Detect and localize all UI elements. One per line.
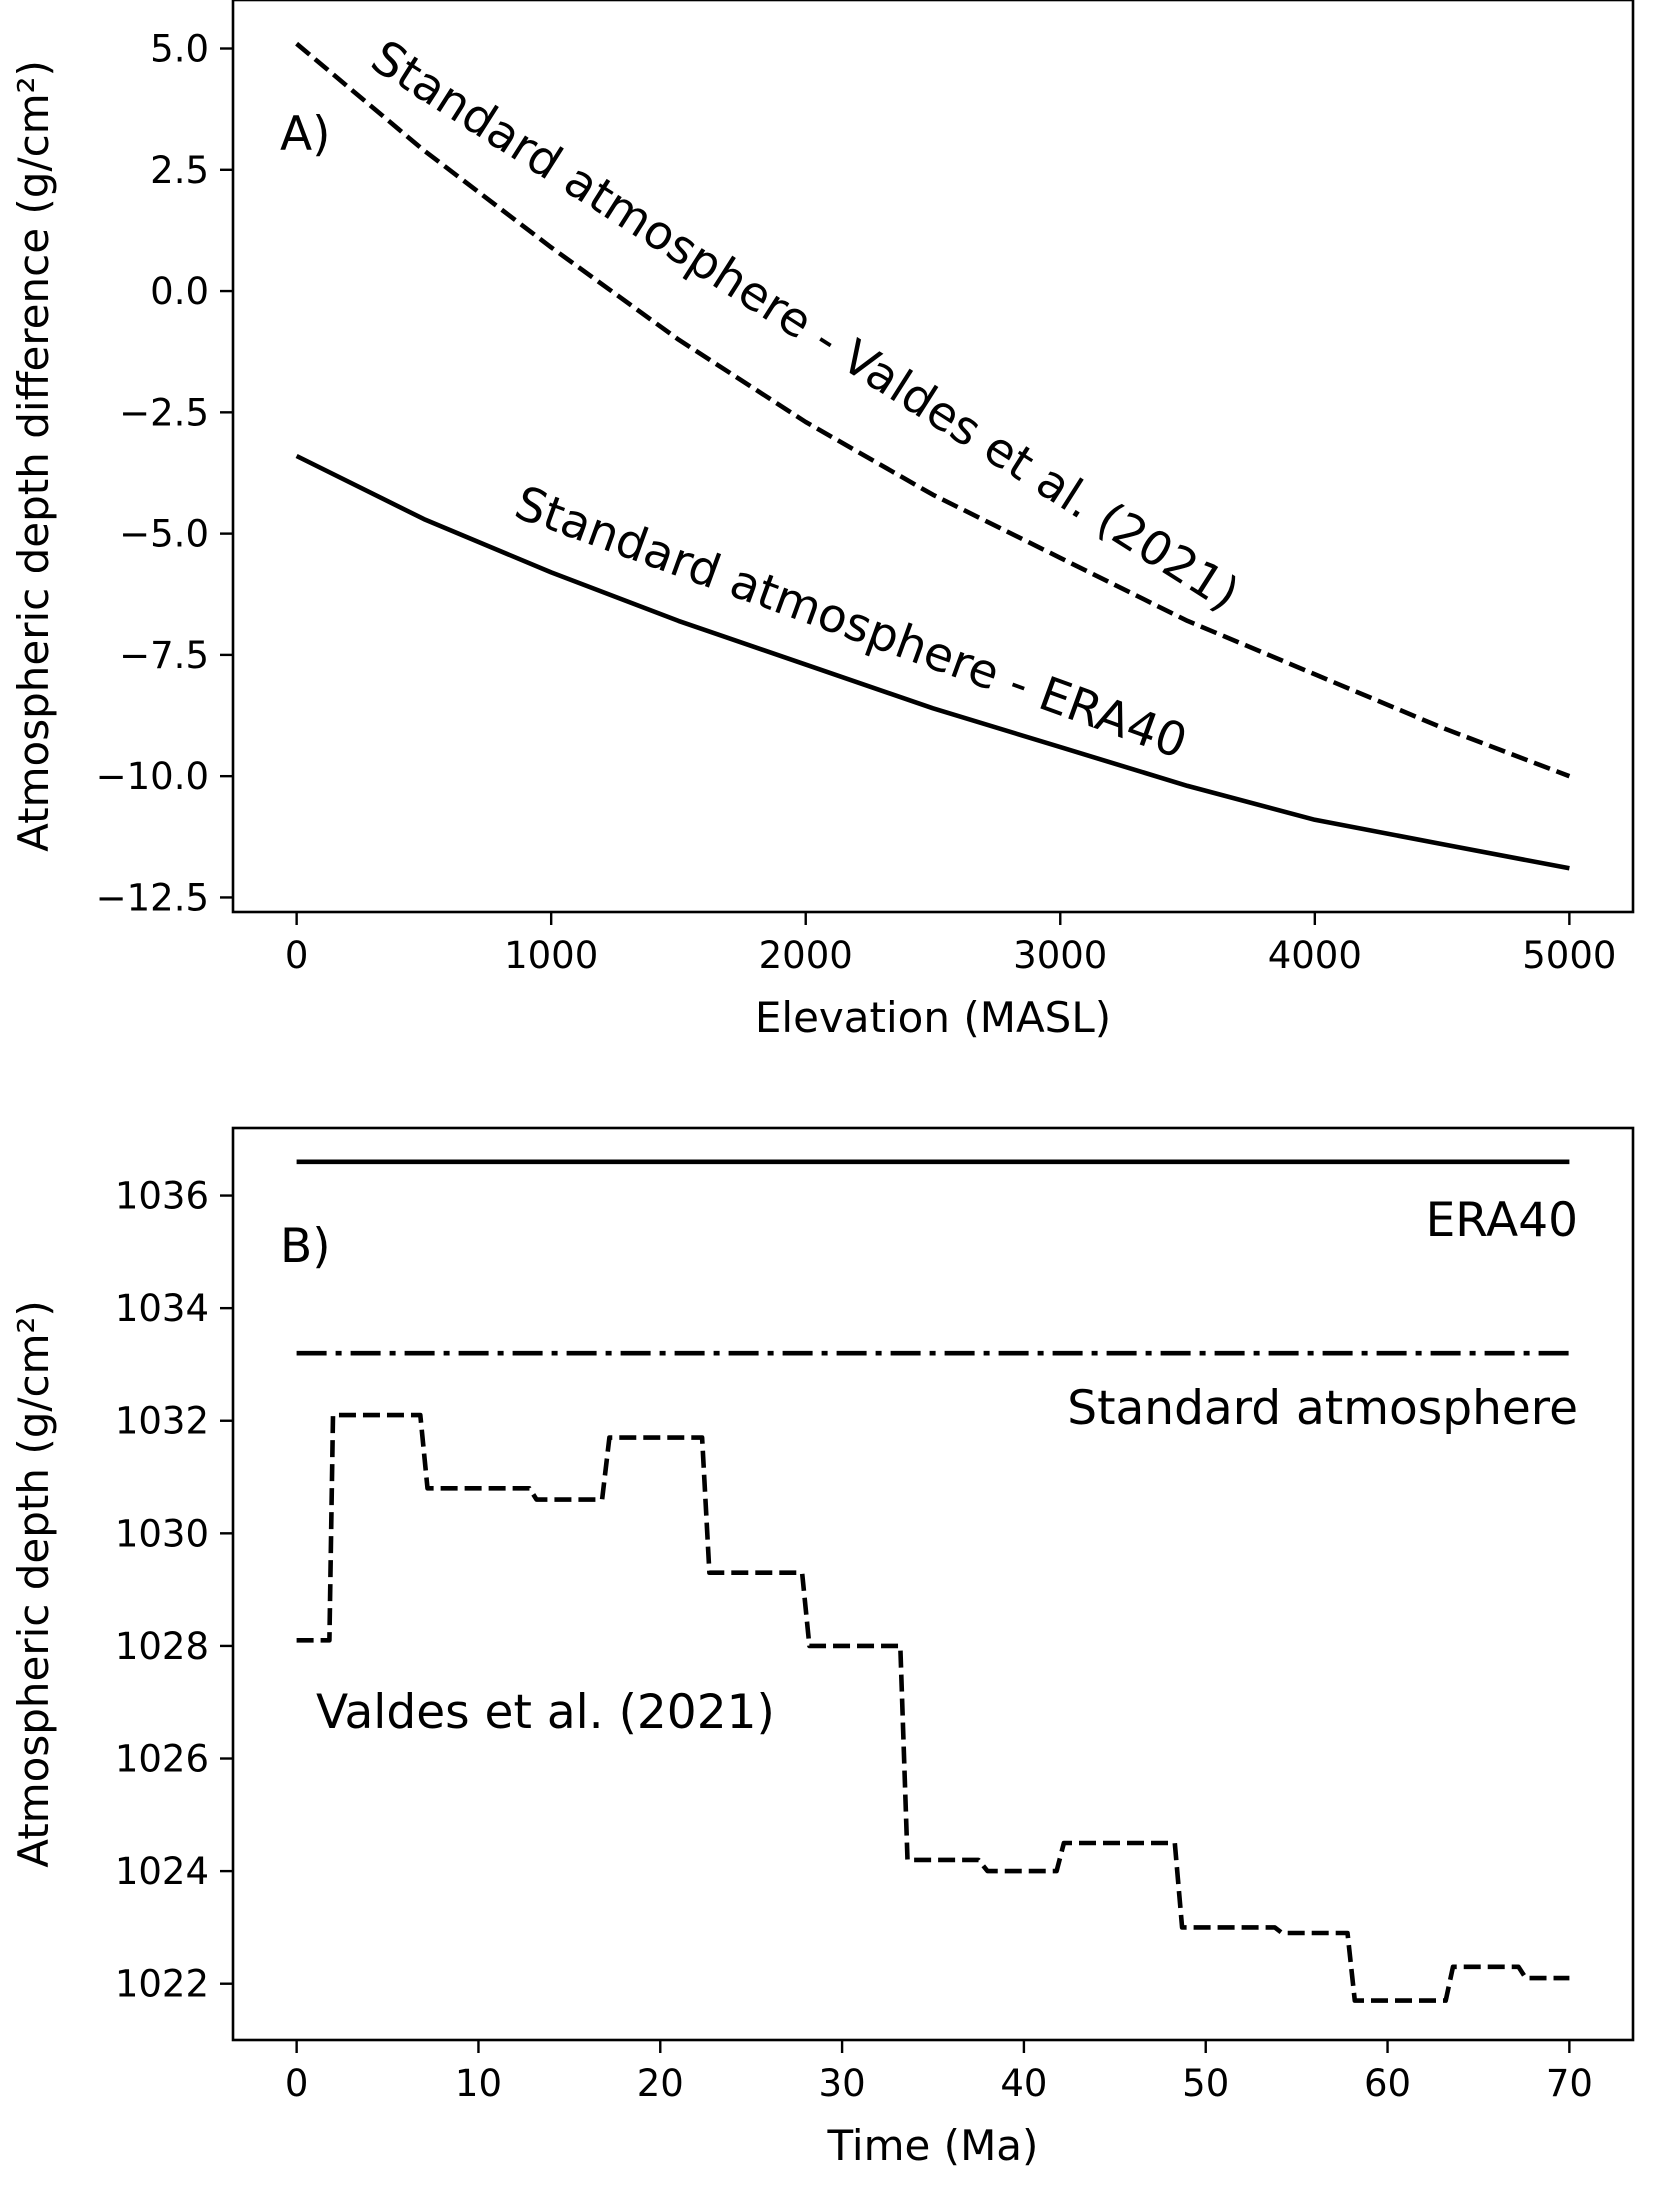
panel-b-xtick-label: 70 (1546, 2062, 1593, 2105)
panel-a-series-line-1 (295, 453, 1570, 871)
panel-b-series-line-2 (296, 1412, 1570, 2003)
panel-a-series (295, 41, 1571, 871)
panel-b-ytick-label: 1028 (115, 1625, 209, 1668)
panel-b-frame (231, 1126, 1635, 2042)
panel-a-ytick-label: 0.0 (150, 270, 209, 313)
panel-a-ylabel: Atmospheric depth difference (g/cm²) (9, 60, 58, 852)
panel-b-ytick-label: 1022 (115, 1963, 209, 2006)
panel-b-ylabel: Atmospheric depth (g/cm²) (9, 1300, 58, 1867)
panel-b-xlabel: Time (Ma) (827, 2121, 1039, 2170)
panel-a-ytick-label: −7.5 (119, 634, 209, 677)
panel-b-label: B) (280, 1219, 331, 1274)
panel-a-xtick-label: 4000 (1268, 934, 1362, 977)
series-label-standard: Standard atmosphere (1067, 1381, 1578, 1436)
panel-b-xtick-label: 30 (819, 2062, 866, 2105)
panel-a-ytick-label: −10.0 (96, 755, 209, 798)
panel-a-frame (231, 0, 1635, 914)
panel-a-xlabel: Elevation (MASL) (755, 993, 1111, 1042)
panel-a-xtick-label: 3000 (1013, 934, 1107, 977)
panel-b-ytick-label: 1034 (115, 1287, 209, 1330)
panel-b-xtick-label: 50 (1182, 2062, 1229, 2105)
panel-b-chart: 0 10 20 30 40 50 60 70 1036 1034 1032 1030 1028 1026 1… (9, 1126, 1635, 2170)
panel-a-series-line-0 (295, 41, 1571, 779)
panel-a-xtick-label: 0 (285, 934, 309, 977)
panel-a-ytick-label: −12.5 (96, 876, 209, 919)
panel-a-label: A) (280, 107, 331, 162)
panel-b-ytick-label: 1032 (115, 1400, 209, 1443)
panel-a-ytick-label: −5.0 (119, 513, 209, 556)
panel-b-xtick-label: 40 (1000, 2062, 1047, 2105)
panel-b-ytick-label: 1036 (115, 1175, 209, 1218)
series-label-era40-b: ERA40 (1426, 1193, 1578, 1248)
panel-b-xtick-label: 20 (637, 2062, 684, 2105)
panel-a-ytick-label: −2.5 (119, 391, 209, 434)
panel-b-xtick-label: 10 (455, 2062, 502, 2105)
panel-a-ytick-label: 5.0 (150, 28, 209, 71)
panel-a-chart: 0 1000 2000 3000 4000 5000 5.0 2.5 0.0 −2.5 −5.0 −7… (9, 0, 1635, 1042)
panel-b-ytick-label: 1024 (115, 1850, 209, 1893)
panel-a-ytick-label: 2.5 (150, 149, 209, 192)
series-label-valdes: Standard atmosphere - Valdes et al. (202… (362, 30, 1249, 623)
panel-a-ticks: 0 1000 2000 3000 4000 5000 5.0 2.5 0.0 −2.5 −5.0 −7… (96, 28, 1617, 977)
panel-b-series (296, 1159, 1570, 2003)
panel-b-xtick-label: 0 (285, 2062, 309, 2105)
panel-b-ytick-label: 1026 (115, 1738, 209, 1781)
panel-a-xtick-label: 5000 (1522, 934, 1616, 977)
series-label-valdes-b: Valdes et al. (2021) (316, 1685, 775, 1740)
panel-b-ytick-label: 1030 (115, 1512, 209, 1555)
panel-a-xtick-label: 2000 (759, 934, 853, 977)
panel-b-xtick-label: 60 (1364, 2062, 1411, 2105)
panel-b-ticks: 0 10 20 30 40 50 60 70 1036 1034 1032 1030 1028 1026 1… (115, 1175, 1593, 2105)
panel-a-xtick-label: 1000 (504, 934, 598, 977)
